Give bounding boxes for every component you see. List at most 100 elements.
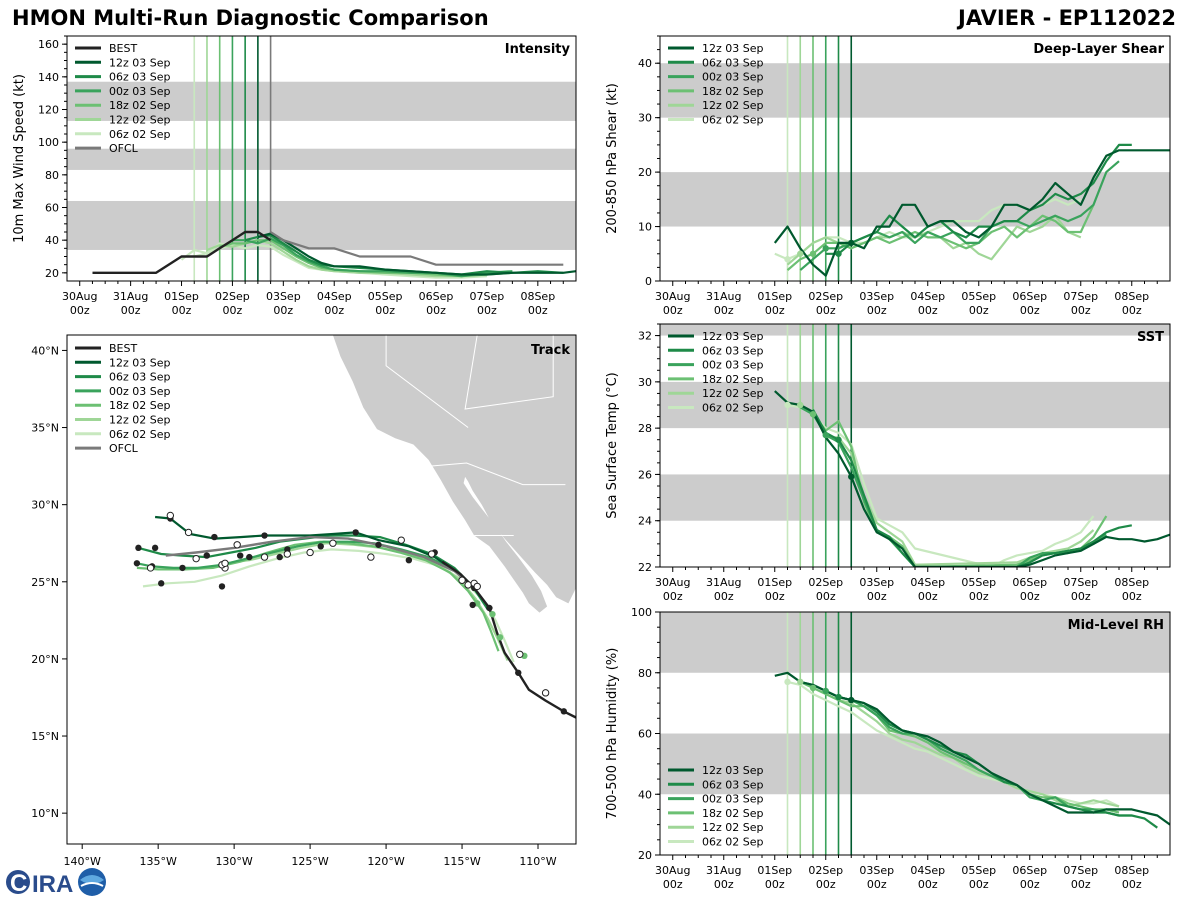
track-marker-open — [458, 576, 466, 584]
track-marker-open — [367, 553, 375, 561]
threshold-band — [67, 200, 576, 250]
x-tick-label: 08Sep — [1114, 576, 1149, 589]
intensity-plot-area — [67, 36, 576, 281]
legend-label: 12z 02 Sep — [702, 387, 764, 400]
series-line — [257, 232, 576, 276]
track-plot-area — [133, 335, 576, 719]
init-marker — [822, 431, 829, 439]
x-tick-label: 115°W — [443, 855, 480, 868]
init-marker — [797, 678, 804, 686]
track-marker-open — [184, 528, 193, 537]
x-tick-label: 05Sep — [961, 290, 996, 303]
y-tick-label: 30 — [638, 376, 652, 389]
legend-label: 00z 03 Sep — [702, 793, 764, 806]
legend-label: 06z 02 Sep — [109, 428, 171, 441]
x-tick-label: 00z — [969, 304, 989, 317]
x-tick-label: 00z — [477, 304, 497, 317]
x-tick-label: 00z — [969, 590, 989, 603]
legend-label: 12z 03 Sep — [702, 330, 764, 343]
x-tick-label: 130°W — [215, 855, 252, 868]
threshold-band — [67, 148, 576, 170]
y-axis-label: 10m Max Wind Speed (kt) — [12, 74, 27, 243]
y-axis-label: 200-850 hPa Shear (kt) — [605, 83, 620, 234]
storm-id: JAVIER - EP112022 — [958, 6, 1176, 30]
intensity-panel: 2040608010012014016030Aug00z31Aug00z01Se… — [12, 35, 577, 317]
legend-label: 12z 03 Sep — [109, 356, 171, 369]
track-marker-filled — [246, 553, 253, 561]
y-tick-label: 100 — [38, 136, 59, 149]
legend-label: 00z 03 Sep — [109, 85, 171, 98]
legend-label: 00z 03 Sep — [109, 385, 171, 398]
panel-title: Intensity — [505, 42, 571, 57]
rh-panel: 2040608010030Aug00z31Aug00z01Sep00z02Sep… — [605, 606, 1171, 891]
sst-plot-area — [660, 324, 1170, 567]
init-marker — [848, 473, 855, 480]
legend-label: 18z 02 Sep — [702, 807, 764, 820]
x-tick-label: 07Sep — [1063, 864, 1098, 877]
x-tick-label: 03Sep — [859, 576, 894, 589]
y-tick-label: 140 — [38, 71, 59, 84]
x-tick-label: 01Sep — [757, 864, 792, 877]
threshold-band — [67, 81, 576, 121]
cira-logo-icon: C IRA — [6, 868, 106, 898]
track-marker-filled — [179, 564, 186, 572]
track-marker — [489, 610, 496, 618]
y-tick-label: 22 — [638, 561, 652, 574]
init-marker — [797, 250, 804, 257]
init-marker — [784, 678, 791, 686]
x-tick-label: 00z — [867, 878, 887, 891]
init-marker — [784, 256, 791, 263]
x-tick-label: 31Aug — [706, 576, 741, 589]
y-tick-label: 40 — [638, 788, 652, 801]
shear-panel: 01020304030Aug00z31Aug00z01Sep00z02Sep00… — [605, 35, 1171, 317]
x-tick-label: 02Sep — [808, 864, 843, 877]
track-marker-open — [283, 550, 292, 558]
x-tick-label: 00z — [969, 878, 989, 891]
series-line — [825, 143, 1132, 255]
y-tick-label: 30 — [638, 112, 652, 125]
y-tick-label: 40 — [45, 234, 59, 247]
x-tick-label: 31Aug — [706, 864, 741, 877]
track-marker-filled — [375, 541, 382, 548]
state-border — [464, 335, 554, 410]
x-tick-label: 00z — [918, 590, 938, 603]
x-tick-label: 00z — [663, 590, 683, 603]
legend-label: 12z 02 Sep — [109, 114, 171, 127]
shear-plot-area — [660, 36, 1170, 281]
init-marker — [822, 687, 829, 695]
init-marker — [835, 436, 842, 443]
track-marker-filled — [211, 533, 218, 541]
track-marker-open — [464, 581, 472, 589]
best-track-line — [92, 230, 272, 274]
x-tick-label: 00z — [867, 304, 887, 317]
figure-title: HMON Multi-Run Diagnostic Comparison — [12, 6, 489, 30]
y-tick-label: 80 — [638, 667, 652, 680]
x-tick-label: 00z — [172, 304, 192, 317]
legend-label: 12z 03 Sep — [702, 42, 764, 55]
init-marker — [809, 684, 817, 692]
legend-label: 00z 03 Sep — [702, 359, 764, 372]
ofcl-track-line — [165, 535, 475, 589]
x-tick-label: 08Sep — [1114, 290, 1149, 303]
x-tick-label: 00z — [223, 304, 243, 317]
x-tick-label: 00z — [1071, 878, 1091, 891]
track-marker-filled — [203, 552, 210, 559]
track-marker-open — [397, 536, 405, 544]
x-tick-label: 03Sep — [859, 864, 894, 877]
y-tick-label: 20 — [638, 166, 652, 179]
x-tick-label: 00z — [765, 590, 785, 603]
panel-title: Deep-Layer Shear — [1033, 42, 1164, 57]
track-marker-open — [329, 539, 337, 547]
y-tick-label: 32 — [638, 330, 652, 343]
track-marker-filled — [158, 580, 165, 587]
rh-plot-area — [660, 612, 1170, 855]
legend-label: 12z 02 Sep — [702, 821, 764, 834]
x-tick-label: 120°W — [367, 855, 404, 868]
y-tick-label: 24 — [638, 515, 652, 528]
x-tick-label: 00z — [918, 304, 938, 317]
legend-label: 06z 02 Sep — [702, 114, 764, 127]
track-marker-filled — [135, 544, 142, 552]
init-marker — [797, 401, 804, 409]
